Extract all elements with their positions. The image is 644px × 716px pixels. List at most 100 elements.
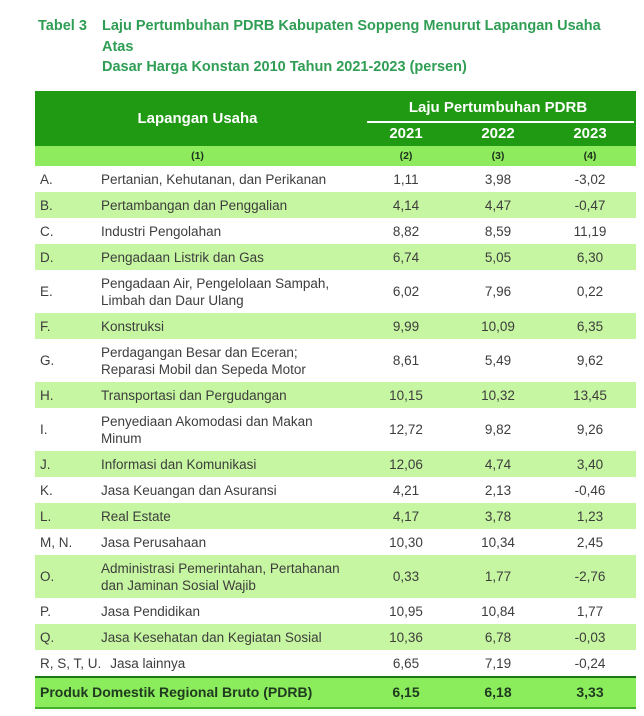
row-value-2022: 9,82 xyxy=(484,422,512,437)
document-page: Tabel 3 Laju Pertumbuhan PDRB Kabupaten … xyxy=(0,16,644,716)
column-header-lapangan-usaha: Lapangan Usaha xyxy=(137,110,258,127)
year-header-row: 2021 2022 2023 xyxy=(360,123,636,146)
row-value-2022: 10,09 xyxy=(481,318,515,334)
column-header-year-2022: 2022 xyxy=(481,125,515,142)
table-caption: Tabel 3 Laju Pertumbuhan PDRB Kabupaten … xyxy=(38,16,634,78)
row-value-2023: 13,45 xyxy=(573,387,607,403)
row-value-2021: 8,82 xyxy=(392,223,420,239)
row-value-2023: 1,77 xyxy=(576,603,604,619)
row-value-2023: 6,35 xyxy=(576,318,604,334)
table-total-row: Produk Domestik Regional Bruto (PDRB) 6,… xyxy=(35,676,636,709)
row-sector-name: Administrasi Pemerintahan, Pertahanan da… xyxy=(101,560,340,593)
row-value-2021: 4,14 xyxy=(392,197,420,213)
row-sector-name: Jasa Kesehatan dan Kegiatan Sosial xyxy=(101,629,322,645)
table-row: I. Penyediaan Akomodasi dan Makan Minum … xyxy=(35,408,636,451)
row-value-2022: 10,34 xyxy=(481,534,515,550)
row-value-2021: 10,36 xyxy=(389,629,423,645)
table-row: H. Transportasi dan Pergudangan 10,15 10… xyxy=(35,382,636,408)
table-caption-title: Laju Pertumbuhan PDRB Kabupaten Soppeng … xyxy=(102,16,634,78)
table-row: A. Pertanian, Kehutanan, dan Perikanan 1… xyxy=(35,166,636,192)
row-value-2022: 3,78 xyxy=(484,508,512,524)
row-code: B. xyxy=(40,197,53,213)
row-value-2023: -3,02 xyxy=(574,171,606,187)
column-number-1: (1) xyxy=(191,150,204,162)
table-row: O. Administrasi Pemerintahan, Pertahanan… xyxy=(35,555,636,598)
row-sector-name: Pengadaan Listrik dan Gas xyxy=(101,249,264,265)
row-code: E. xyxy=(40,284,53,299)
column-number-2: (2) xyxy=(399,150,413,162)
table-row: M, N. Jasa Perusahaan 10,30 10,34 2,45 xyxy=(35,529,636,555)
row-value-2022: 10,84 xyxy=(481,603,515,619)
table-row: P. Jasa Pendidikan 10,95 10,84 1,77 xyxy=(35,598,636,624)
row-value-2021: 4,21 xyxy=(392,482,420,498)
row-value-2021: 12,72 xyxy=(389,422,423,437)
column-header-group: Laju Pertumbuhan PDRB 2021 2022 2023 xyxy=(360,91,636,146)
row-code: P. xyxy=(40,603,52,619)
row-value-2023: 9,26 xyxy=(576,422,604,437)
row-code: C. xyxy=(40,223,54,239)
row-value-2021: 0,33 xyxy=(392,569,420,584)
column-header-year-2021: 2021 xyxy=(389,125,423,142)
table-row: J. Informasi dan Komunikasi 12,06 4,74 3… xyxy=(35,451,636,477)
row-value-2023: -0,24 xyxy=(574,655,606,671)
row-value-2022: 10,32 xyxy=(481,387,515,403)
table-row: B. Pertambangan dan Penggalian 4,14 4,47… xyxy=(35,192,636,218)
row-code: R, S, T, U. xyxy=(40,655,102,671)
row-value-2023: 0,22 xyxy=(576,284,604,299)
row-code: D. xyxy=(40,249,54,265)
row-sector-name: Pertambangan dan Penggalian xyxy=(101,197,288,213)
row-value-2022: 7,96 xyxy=(484,284,512,299)
row-value-2022: 8,59 xyxy=(484,223,512,239)
row-code: F. xyxy=(40,318,51,334)
row-value-2023: 1,23 xyxy=(576,508,604,524)
total-value-2021: 6,15 xyxy=(392,684,420,700)
table-row: K. Jasa Keuangan dan Asuransi 4,21 2,13 … xyxy=(35,477,636,503)
row-value-2022: 4,74 xyxy=(484,456,512,472)
row-sector-name: Transportasi dan Pergudangan xyxy=(101,387,287,403)
column-header-year-2023: 2023 xyxy=(573,125,607,142)
total-value-2023: 3,33 xyxy=(576,684,604,700)
row-value-2021: 6,65 xyxy=(392,655,420,671)
table-row: C. Industri Pengolahan 8,82 8,59 11,19 xyxy=(35,218,636,244)
row-value-2022: 5,05 xyxy=(484,249,512,265)
table-row: E. Pengadaan Air, Pengelolaan Sampah, Li… xyxy=(35,270,636,313)
row-value-2023: -0,03 xyxy=(574,629,606,645)
row-code: Q. xyxy=(40,629,55,645)
column-header-laju-pertumbuhan: Laju Pertumbuhan PDRB xyxy=(408,99,588,116)
row-sector-name: Perdagangan Besar dan Eceran; Reparasi M… xyxy=(101,344,306,377)
row-code: A. xyxy=(40,171,53,187)
row-value-2021: 9,99 xyxy=(392,318,420,334)
row-sector-name: Konstruksi xyxy=(101,318,165,334)
row-value-2023: 6,30 xyxy=(576,249,604,265)
table-row: R, S, T, U. Jasa lainnya 6,65 7,19 -0,24 xyxy=(35,650,636,676)
row-value-2021: 6,02 xyxy=(392,284,420,299)
table-row: G. Perdagangan Besar dan Eceran; Reparas… xyxy=(35,339,636,382)
row-code: I. xyxy=(40,422,48,437)
row-sector-name: Jasa Perusahaan xyxy=(101,534,207,550)
row-value-2023: 11,19 xyxy=(573,223,607,239)
row-value-2022: 4,47 xyxy=(484,197,512,213)
column-number-4: (4) xyxy=(583,150,597,162)
header-divider-line xyxy=(367,121,634,123)
total-row-label: Produk Domestik Regional Bruto (PDRB) xyxy=(40,684,313,700)
table-row: F. Konstruksi 9,99 10,09 6,35 xyxy=(35,313,636,339)
row-value-2023: -0,47 xyxy=(574,197,606,213)
row-sector-name: Jasa Keuangan dan Asuransi xyxy=(101,482,277,498)
column-number-row: (1) (2) (3) (4) xyxy=(35,146,636,166)
row-value-2022: 7,19 xyxy=(484,655,512,671)
row-value-2023: 2,45 xyxy=(576,534,604,550)
growth-table: Lapangan Usaha Laju Pertumbuhan PDRB 202… xyxy=(35,91,636,709)
row-sector-name: Informasi dan Komunikasi xyxy=(101,456,257,472)
table-header: Lapangan Usaha Laju Pertumbuhan PDRB 202… xyxy=(35,91,636,146)
row-value-2023: 9,62 xyxy=(576,353,604,368)
row-sector-name: Pertanian, Kehutanan, dan Perikanan xyxy=(101,171,327,187)
row-value-2022: 3,98 xyxy=(484,171,512,187)
table-caption-title-line1: Laju Pertumbuhan PDRB Kabupaten Soppeng … xyxy=(102,18,601,55)
row-sector-name: Pengadaan Air, Pengelolaan Sampah, Limba… xyxy=(101,275,330,308)
row-sector-name: Jasa lainnya xyxy=(110,655,186,671)
row-code: M, N. xyxy=(40,534,73,550)
row-code: J. xyxy=(40,456,51,472)
row-sector-name: Industri Pengolahan xyxy=(101,223,222,239)
row-value-2022: 6,78 xyxy=(484,629,512,645)
row-value-2021: 6,74 xyxy=(392,249,420,265)
